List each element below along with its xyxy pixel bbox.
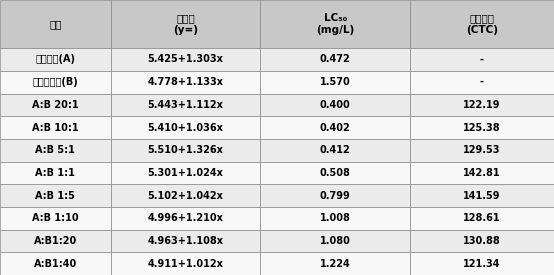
Text: A:B 20:1: A:B 20:1 [32,100,79,110]
Text: 1.008: 1.008 [320,213,351,223]
Text: 1.080: 1.080 [320,236,351,246]
Text: 0.508: 0.508 [320,168,351,178]
Text: 0.400: 0.400 [320,100,351,110]
Bar [111,162,260,184]
Text: 共毒系数
(CTC): 共毒系数 (CTC) [466,13,498,35]
Bar [0,252,111,275]
Text: 5.425+1.303x: 5.425+1.303x [148,54,223,64]
Bar [0,207,111,230]
Bar [410,184,554,207]
Bar [410,207,554,230]
Text: 5.443+1.112x: 5.443+1.112x [148,100,223,110]
Bar [0,94,111,116]
Text: LC₅₀
(mg/L): LC₅₀ (mg/L) [316,13,355,35]
Bar [0,71,111,94]
Text: 0.402: 0.402 [320,123,351,133]
Bar [410,252,554,275]
Text: A:B 1:1: A:B 1:1 [35,168,75,178]
Text: 129.53: 129.53 [463,145,501,155]
Bar [111,71,260,94]
Text: 142.81: 142.81 [463,168,501,178]
Bar [410,116,554,139]
Text: 122.19: 122.19 [463,100,501,110]
Bar [260,230,410,252]
Text: 141.59: 141.59 [463,191,501,200]
Text: 5.510+1.326x: 5.510+1.326x [148,145,223,155]
Text: 5.410+1.036x: 5.410+1.036x [148,123,223,133]
Text: 4.911+1.012x: 4.911+1.012x [148,259,223,269]
Bar [410,48,554,71]
Text: 4.963+1.108x: 4.963+1.108x [147,236,224,246]
Bar [0,230,111,252]
Text: A:B 10:1: A:B 10:1 [32,123,79,133]
Text: 4.996+1.210x: 4.996+1.210x [148,213,223,223]
Text: 1.570: 1.570 [320,77,351,87]
Text: 1.224: 1.224 [320,259,351,269]
Bar [0,116,111,139]
Text: A:B 5:1: A:B 5:1 [35,145,75,155]
Bar [410,139,554,162]
Text: 5.102+1.042x: 5.102+1.042x [148,191,223,200]
Text: 130.88: 130.88 [463,236,501,246]
Text: 0.472: 0.472 [320,54,351,64]
Bar [260,162,410,184]
Text: 5.301+1.024x: 5.301+1.024x [148,168,223,178]
Bar [260,94,410,116]
Bar [260,116,410,139]
Bar [0,0,111,48]
Bar [111,116,260,139]
Bar [0,184,111,207]
Bar [111,139,260,162]
Bar [111,207,260,230]
Text: A:B1:20: A:B1:20 [34,236,77,246]
Bar [0,48,111,71]
Bar [111,230,260,252]
Bar [260,139,410,162]
Bar [111,252,260,275]
Text: 药剂: 药剂 [49,19,61,29]
Bar [260,184,410,207]
Bar [111,184,260,207]
Bar [410,94,554,116]
Bar [260,48,410,71]
Bar [410,230,554,252]
Bar [260,207,410,230]
Bar [111,94,260,116]
Text: 螺甲螨酯(A): 螺甲螨酯(A) [35,54,75,64]
Bar [260,0,410,48]
Bar [111,48,260,71]
Text: 128.61: 128.61 [463,213,501,223]
Text: A:B 1:10: A:B 1:10 [32,213,79,223]
Text: -: - [480,54,484,64]
Bar [260,252,410,275]
Bar [410,71,554,94]
Text: 0.799: 0.799 [320,191,351,200]
Text: 丁硫克百威(B): 丁硫克百威(B) [33,77,78,87]
Bar [0,162,111,184]
Bar [410,162,554,184]
Bar [260,71,410,94]
Text: 125.38: 125.38 [463,123,501,133]
Text: -: - [480,77,484,87]
Text: A:B1:40: A:B1:40 [34,259,77,269]
Text: 4.778+1.133x: 4.778+1.133x [147,77,224,87]
Text: A:B 1:5: A:B 1:5 [35,191,75,200]
Text: 回归式
(y=): 回归式 (y=) [173,13,198,35]
Bar [410,0,554,48]
Text: 0.412: 0.412 [320,145,351,155]
Text: 121.34: 121.34 [463,259,501,269]
Bar [111,0,260,48]
Bar [0,139,111,162]
